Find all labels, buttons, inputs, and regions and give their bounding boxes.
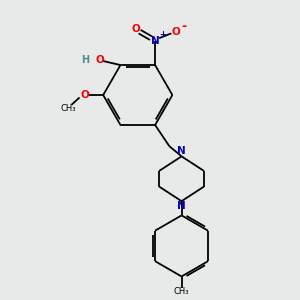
Text: CH₃: CH₃ bbox=[174, 287, 189, 296]
Text: O: O bbox=[171, 27, 180, 37]
Text: H: H bbox=[81, 55, 89, 65]
Text: CH₃: CH₃ bbox=[60, 104, 76, 113]
Text: N: N bbox=[177, 146, 186, 156]
Text: +: + bbox=[159, 30, 166, 39]
Text: O: O bbox=[95, 55, 104, 65]
Text: N: N bbox=[177, 201, 186, 212]
Text: O: O bbox=[131, 24, 140, 34]
Text: N: N bbox=[151, 36, 160, 46]
Text: -: - bbox=[182, 20, 187, 33]
Text: O: O bbox=[80, 90, 89, 100]
